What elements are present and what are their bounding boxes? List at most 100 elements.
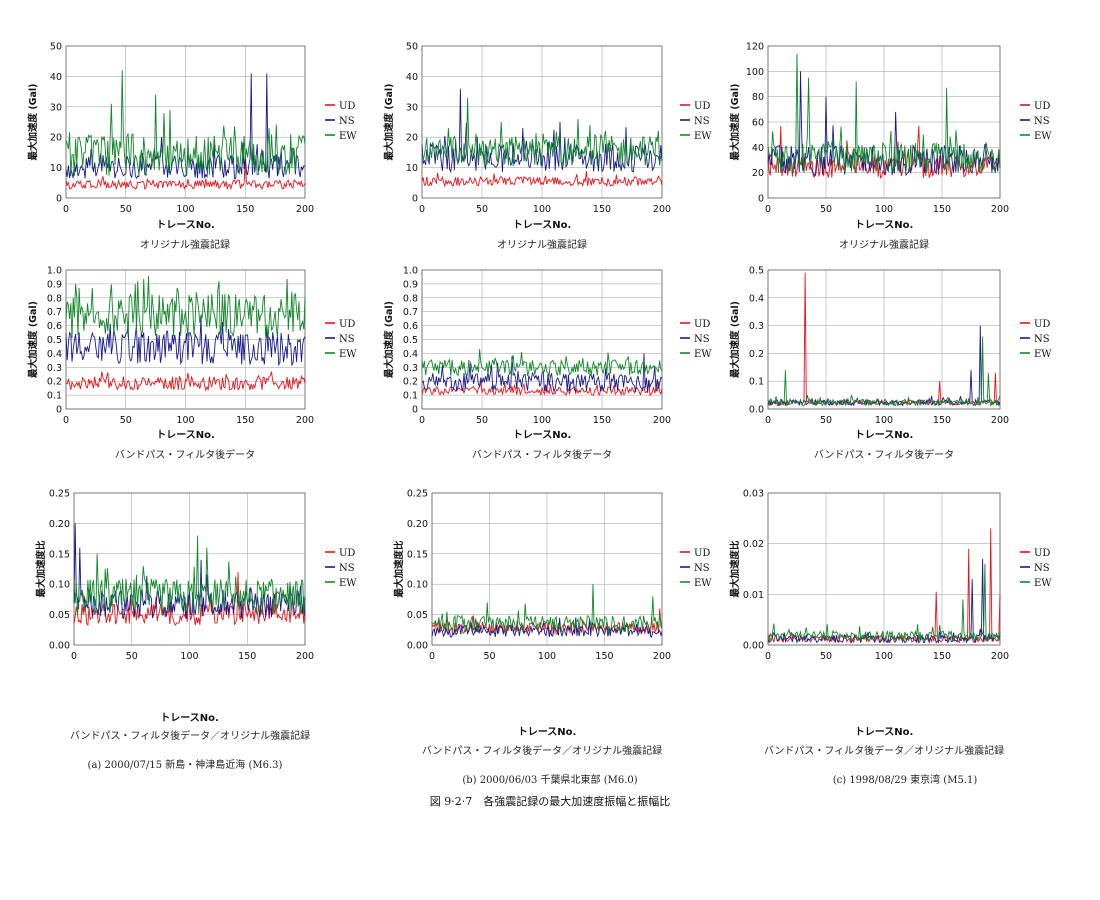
y-tick-label: 40 (406, 72, 418, 83)
y-tick-label: 0.25 (407, 489, 428, 500)
legend-label-ns: NS (339, 334, 355, 345)
y-tick-label: 80 (752, 92, 764, 103)
y-tick-label: 0 (56, 405, 62, 416)
series-line-ud (73, 571, 306, 627)
series-line-ew (65, 276, 306, 339)
x-axis-title: トレースNo. (513, 429, 572, 441)
y-tick-label: 0.1 (403, 391, 418, 402)
legend-label-ns: NS (1034, 334, 1050, 345)
x-axis-title: トレースNo. (855, 726, 914, 738)
figure-caption: 図 9·2·7 各強震記録の最大加速度振幅と振幅比 (429, 795, 671, 808)
x-tick-label: 100 (533, 204, 551, 215)
legend-label-ns: NS (339, 116, 355, 127)
series-line-ns (421, 353, 663, 394)
legend-label-ud: UD (1034, 319, 1050, 330)
series-line-ud (65, 371, 306, 392)
x-tick-label: 100 (875, 651, 893, 662)
panel-caption: オリジナル強震記録 (839, 238, 929, 251)
x-tick-label: 50 (476, 415, 488, 426)
x-tick-label: 100 (538, 651, 556, 662)
x-axis-title: トレースNo. (518, 726, 577, 738)
chart-panel-c-top: 0 20 40 60 80 100 120 0 50 100 150 200 トレースNo. 最大加速度 … (729, 42, 1052, 252)
column-caption-c: (c) 1998/08/29 東京湾 (M5.1) (832, 775, 978, 786)
y-tick-label: 1.0 (403, 266, 418, 277)
x-axis-title: トレースNo. (160, 712, 219, 724)
series-line-ew (767, 563, 1001, 643)
y-tick-label: 0.6 (403, 321, 418, 332)
x-tick-label: 100 (875, 204, 893, 215)
x-tick-label: 50 (120, 204, 132, 215)
legend-label-ns: NS (694, 334, 710, 345)
x-tick-label: 0 (419, 204, 425, 215)
panel-caption: バンドパス・フィルタ後データ／オリジナル強震記録 (70, 729, 310, 742)
x-tick-label: 0 (765, 204, 771, 215)
x-axis-title: トレースNo. (156, 429, 215, 441)
x-tick-label: 50 (476, 204, 488, 215)
legend: UD NS EW (680, 319, 712, 360)
series-line-ew (767, 336, 1001, 407)
legend-label-ud: UD (1034, 101, 1050, 112)
y-tick-label: 0.00 (407, 641, 428, 652)
x-axis-title: トレースNo. (513, 219, 572, 231)
y-tick-label: 0.15 (407, 549, 428, 560)
y-tick-label: 0.2 (749, 349, 764, 360)
legend: UD NS EW (1020, 101, 1052, 142)
x-tick-label: 200 (296, 204, 314, 215)
chart-panel-b-top: 0 10 20 30 40 50 0 50 100 150 200 トレースNo. 最大加速度 (Gal… (383, 42, 712, 252)
legend-label-ns: NS (1034, 116, 1050, 127)
x-tick-label: 0 (63, 204, 69, 215)
series-line-ew (421, 349, 663, 378)
y-axis-title: 最大加速度比 (729, 540, 741, 598)
y-tick-label: 0.05 (49, 610, 70, 621)
y-tick-label: 0 (412, 405, 418, 416)
y-tick-label: 0.1 (749, 377, 764, 388)
x-tick-label: 200 (991, 415, 1009, 426)
y-tick-label: 20 (752, 168, 764, 179)
y-tick-label: 0.25 (49, 489, 70, 500)
y-tick-label: 0.20 (49, 519, 70, 530)
x-tick-label: 150 (933, 651, 951, 662)
y-axis-title: 最大加速度 (Gal) (729, 301, 741, 378)
chart-panel-a-top: 0 10 20 30 40 50 0 50 100 150 200 トレースNo. 最大加速度 (Gal… (27, 42, 357, 252)
y-tick-label: 10 (50, 163, 62, 174)
y-tick-label: 30 (406, 102, 418, 113)
x-tick-label: 100 (176, 204, 194, 215)
x-tick-label: 150 (238, 651, 256, 662)
legend-label-ud: UD (339, 101, 355, 112)
y-tick-label: 50 (50, 42, 62, 53)
x-tick-label: 100 (875, 415, 893, 426)
y-tick-label: 0.6 (47, 321, 62, 332)
x-tick-label: 200 (653, 651, 671, 662)
x-tick-label: 50 (120, 415, 132, 426)
y-tick-label: 0.0 (749, 405, 764, 416)
y-tick-label: 0.05 (407, 610, 428, 621)
x-tick-label: 200 (296, 651, 314, 662)
panel-caption: バンドパス・フィルタ後データ (472, 448, 612, 461)
x-tick-label: 50 (126, 651, 138, 662)
legend-label-ew: EW (339, 349, 357, 360)
legend-label-ew: EW (694, 349, 712, 360)
series-line-ew (73, 535, 306, 616)
legend: UD NS EW (680, 101, 712, 142)
x-tick-label: 150 (236, 415, 254, 426)
legend: UD NS EW (325, 319, 357, 360)
y-tick-label: 120 (746, 42, 764, 53)
panel-caption: バンドパス・フィルタ後データ／オリジナル強震記録 (764, 744, 1004, 757)
legend-label-ew: EW (1034, 131, 1052, 142)
x-axis-title: トレースNo. (855, 219, 914, 231)
x-tick-label: 150 (933, 415, 951, 426)
panel-caption: バンドパス・フィルタ後データ (814, 448, 954, 461)
y-tick-label: 30 (50, 102, 62, 113)
panel-caption: バンドパス・フィルタ後データ／オリジナル強震記録 (422, 744, 662, 757)
legend-label-ew: EW (694, 578, 712, 589)
y-tick-label: 10 (406, 163, 418, 174)
column-caption-a: (a) 2000/07/15 新島・神津島近海 (M6.3) (87, 760, 283, 771)
legend-label-ew: EW (694, 131, 712, 142)
y-tick-label: 0.5 (47, 335, 62, 346)
chart-panel-b-bot: 0.00 0.05 0.10 0.15 0.20 0.25 0 50 100 150 200 トレース… (393, 489, 712, 758)
y-tick-label: 0.5 (403, 335, 418, 346)
y-tick-label: 0.7 (47, 307, 62, 318)
x-tick-label: 0 (765, 651, 771, 662)
y-tick-label: 60 (752, 118, 764, 129)
